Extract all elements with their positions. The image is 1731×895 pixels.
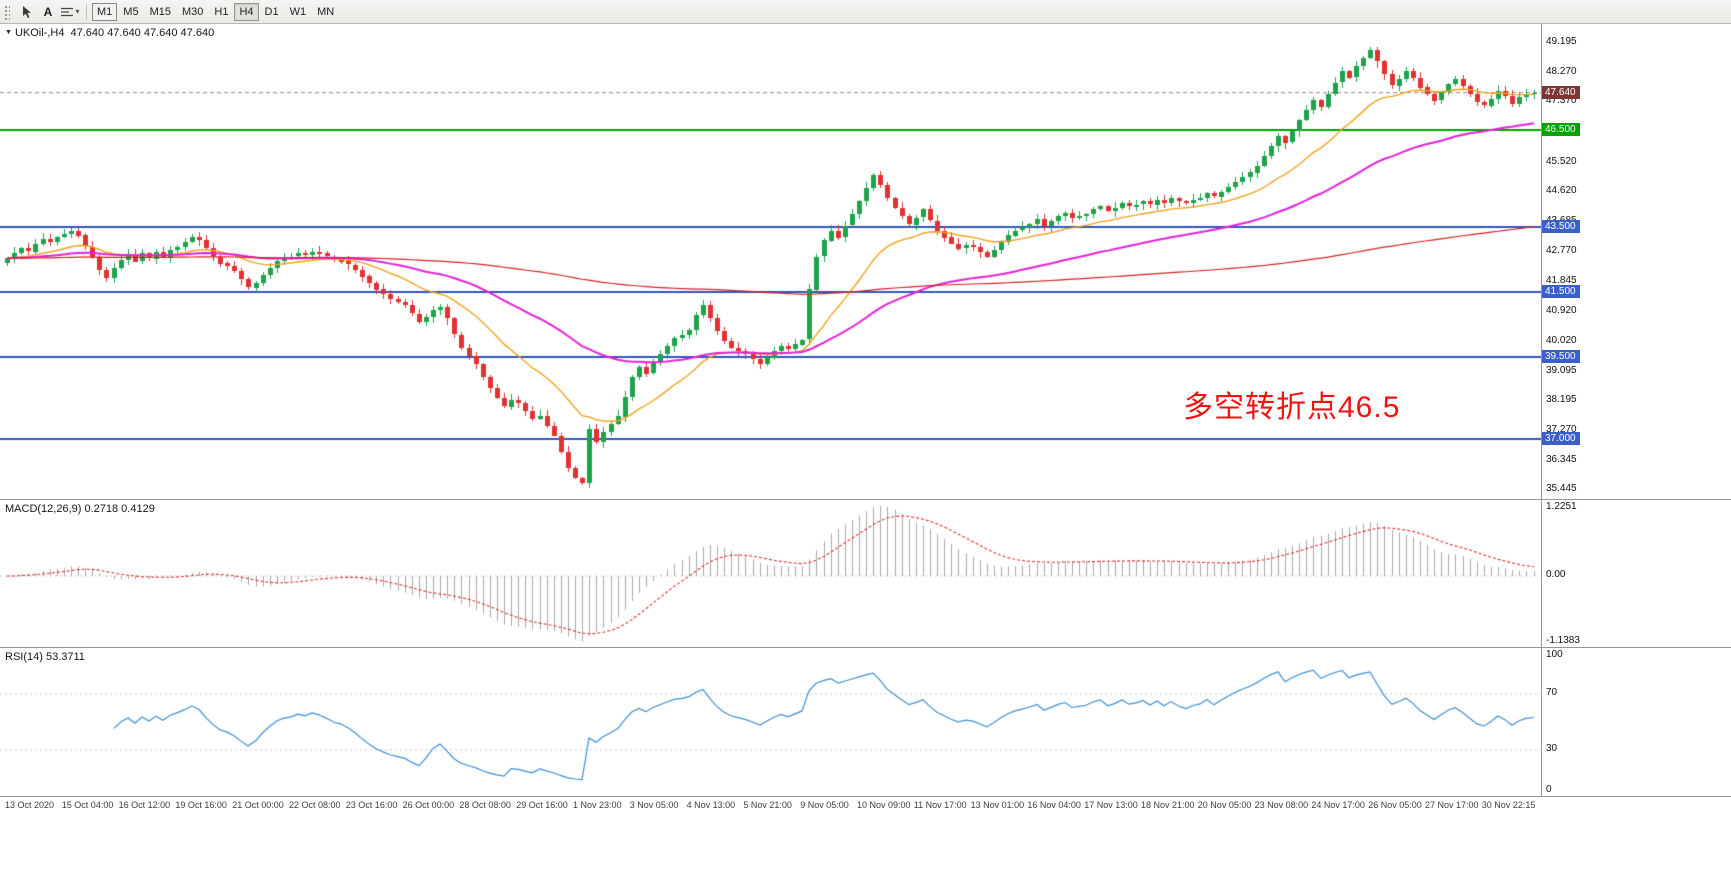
toolbar-grip[interactable] — [3, 3, 10, 20]
time-axis-label: 19 Oct 16:00 — [175, 800, 227, 810]
time-axis-label: 13 Nov 01:00 — [970, 800, 1025, 810]
time-axis-label: 5 Nov 21:00 — [743, 800, 792, 810]
rsi-canvas[interactable] — [0, 648, 1541, 797]
price-level-badge: 41.500 — [1542, 285, 1580, 299]
chart-text-annotation[interactable]: 多空转折点46.5 — [1183, 391, 1401, 424]
time-axis-label: 27 Nov 17:00 — [1425, 800, 1479, 810]
rsi-panel[interactable]: RSI(14) 53.3711 — [0, 647, 1731, 797]
time-axis[interactable]: 13 Oct 2020 15 Oct 04:00 16 Oct 12:00 19 Oc… — [0, 796, 1731, 814]
time-axis-label: 1 Nov 23:00 — [573, 800, 622, 810]
line-style-dropdown-button[interactable]: ▾ — [59, 2, 81, 22]
timeframe-button-m1[interactable]: M1 — [92, 2, 118, 21]
price-axis-label: 37.270 — [1546, 424, 1577, 436]
macd-header: MACD(12,26,9) 0.2718 0.4129 — [5, 503, 155, 515]
rsi-axis-label: 30 — [1546, 743, 1558, 754]
price-axis-label: 36.345 — [1546, 454, 1577, 466]
chevron-down-icon: ▾ — [75, 7, 80, 16]
timeframe-button-d1[interactable]: D1 — [264, 5, 279, 18]
chart-symbol-period: UKOil-,H4 — [14, 27, 65, 39]
macd-panel[interactable]: MACD(12,26,9) 0.2718 0.4129 — [0, 499, 1731, 648]
rsi-axis-label: 100 — [1546, 649, 1563, 660]
price-axis-label: 39.095 — [1546, 364, 1577, 376]
time-axis-label: 9 Nov 05:00 — [800, 800, 849, 810]
price-axis-label: 35.445 — [1546, 483, 1577, 495]
price-axis-label: 49.195 — [1546, 36, 1577, 48]
candlestick-chart-canvas[interactable] — [0, 24, 1541, 499]
time-axis-label: 22 Oct 08:00 — [289, 800, 341, 810]
current-price-badge: 47.640 — [1542, 85, 1580, 99]
toolbar-separator — [86, 3, 87, 20]
text-label-tool-button[interactable]: A — [37, 2, 59, 22]
time-axis-label: 16 Oct 12:00 — [118, 800, 171, 810]
price-axis-label: 40.920 — [1546, 305, 1577, 317]
chart-header: ▼ UKOil-,H4 47.640 47.640 47.640 47.640 — [5, 27, 214, 39]
macd-canvas[interactable] — [0, 500, 1541, 648]
time-axis-label: 26 Oct 00:00 — [402, 800, 455, 810]
time-axis-label: 4 Nov 13:00 — [686, 800, 736, 810]
macd-axis-label: -1.1383 — [1546, 634, 1580, 646]
text-label-icon: A — [43, 4, 53, 19]
timeframe-button-m5[interactable]: M5 — [123, 5, 139, 18]
price-level-badge: 39.500 — [1542, 350, 1580, 364]
timeframe-button-h4[interactable]: H4 — [234, 2, 259, 21]
timeframe-group: M1 M5 M15 M30 H1 H4 D1 W1 MN — [92, 2, 339, 21]
time-axis-label: 18 Nov 21:00 — [1141, 800, 1195, 810]
time-axis-label: 17 Nov 13:00 — [1084, 800, 1138, 810]
time-axis-label: 10 Nov 09:00 — [857, 800, 911, 810]
price-axis-label: 44.620 — [1546, 184, 1577, 196]
timeframe-button-m15[interactable]: M15 — [149, 5, 171, 18]
price-axis-label: 38.195 — [1546, 393, 1577, 405]
price-axis-label: 45.520 — [1546, 155, 1577, 167]
price-axis-label: 41.845 — [1546, 275, 1577, 287]
time-axis-label: 30 Nov 22:15 — [1481, 800, 1536, 810]
chart-collapse-icon[interactable]: ▼ — [5, 29, 12, 36]
main-chart-panel[interactable]: ▼ UKOil-,H4 47.640 47.640 47.640 47.640 多空… — [0, 24, 1731, 499]
rsi-header: RSI(14) 53.3711 — [5, 651, 85, 663]
timeframe-button-h1[interactable]: H1 — [214, 5, 229, 18]
time-axis-label: 24 Nov 17:00 — [1311, 800, 1365, 810]
timeframe-button-m30[interactable]: M30 — [181, 5, 204, 18]
time-axis-label: 20 Nov 05:00 — [1197, 800, 1252, 810]
macd-axis-label: 1.2251 — [1546, 501, 1577, 512]
price-axis-label: 40.020 — [1546, 334, 1577, 346]
rsi-axis-label: 70 — [1546, 687, 1558, 698]
time-axis-label: 29 Oct 16:00 — [516, 800, 568, 810]
time-axis-label: 16 Nov 04:00 — [1027, 800, 1081, 810]
rsi-axis-label: 0 — [1546, 784, 1552, 795]
time-axis-label: 11 Nov 17:00 — [913, 800, 967, 810]
chart-ohlc-values: 47.640 47.640 47.640 47.640 — [70, 27, 215, 39]
time-axis-label: 21 Oct 00:00 — [232, 800, 284, 810]
time-axis-label: 26 Nov 05:00 — [1368, 800, 1422, 810]
price-level-badge: 37.000 — [1542, 431, 1580, 445]
time-axis-label: 3 Nov 05:00 — [629, 800, 679, 810]
timeframe-button-mn[interactable]: MN — [317, 5, 335, 18]
price-axis-separator — [1541, 24, 1542, 796]
time-axis-label: 23 Nov 08:00 — [1254, 800, 1309, 810]
cursor-tool-button[interactable] — [15, 2, 37, 22]
line-style-icon — [61, 7, 74, 16]
price-level-badge: 46.500 — [1542, 122, 1580, 136]
time-axis-label: 28 Oct 08:00 — [459, 800, 511, 810]
price-axis-label: 48.270 — [1546, 66, 1577, 78]
toolbar: A ▾ M1 M5 M15 M30 H1 H4 D1 W1 MN — [0, 0, 1731, 24]
cursor-icon — [22, 5, 31, 18]
price-axis-label: 42.770 — [1546, 245, 1577, 257]
macd-axis-label: 0.00 — [1546, 569, 1566, 580]
timeframe-button-w1[interactable]: W1 — [289, 5, 307, 18]
price-level-badge: 43.500 — [1542, 220, 1580, 234]
price-axis-label: 47.370 — [1546, 95, 1577, 107]
time-axis-label: 15 Oct 04:00 — [61, 800, 114, 810]
time-axis-label: 13 Oct 2020 — [5, 800, 55, 810]
time-axis-label: 23 Oct 16:00 — [345, 800, 398, 810]
